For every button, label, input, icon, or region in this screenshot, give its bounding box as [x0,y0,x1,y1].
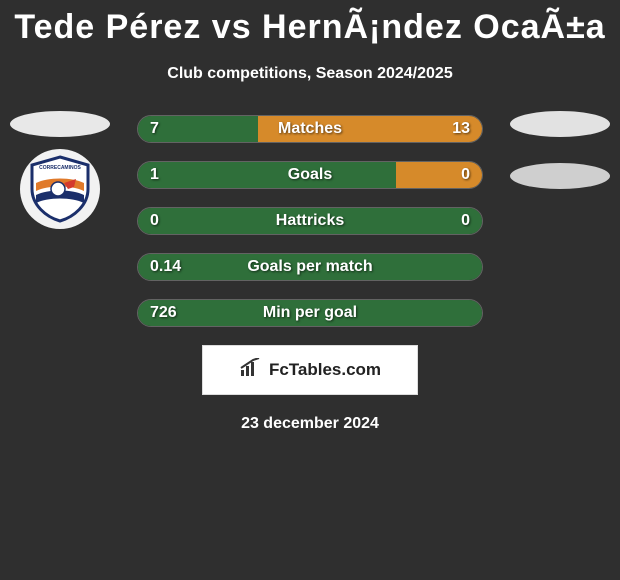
bar-value-left: 1 [150,166,159,184]
left-team-badge: CORRECAMINOS [20,149,100,229]
stat-bar: 0 Hattricks 0 [137,207,483,235]
stat-bar: 7 Matches 13 [137,115,483,143]
stat-bars: 7 Matches 13 1 Goals 0 0 Hattricks 0 0.14 Goals pe… [137,115,483,327]
infographic-container: Tede Pérez vs HernÃ¡ndez OcaÃ±a Club com… [0,0,620,580]
right-oval-placeholder-2 [510,163,610,189]
bar-value-left: 0.14 [150,258,181,276]
chart-icon [239,358,263,383]
bar-label: Goals [288,166,332,184]
bar-value-left: 0 [150,212,159,230]
subtitle: Club competitions, Season 2024/2025 [0,65,620,83]
stats-area: CORRECAMINOS 7 Matches 13 1 Goals 0 0 Hattricks… [0,115,620,327]
bar-value-right: 0 [461,212,470,230]
right-oval-placeholder-1 [510,111,610,137]
bar-label: Goals per match [247,258,372,276]
badge-top-text: CORRECAMINOS [39,165,81,171]
left-oval-placeholder [10,111,110,137]
attribution-text: FcTables.com [269,360,381,380]
stat-bar: 0.14 Goals per match [137,253,483,281]
date-line: 23 december 2024 [0,415,620,433]
attribution-box: FcTables.com [202,345,418,395]
stat-bar: 726 Min per goal [137,299,483,327]
bar-label: Min per goal [263,304,357,322]
stat-bar: 1 Goals 0 [137,161,483,189]
bar-value-left: 726 [150,304,177,322]
shield-icon: CORRECAMINOS [24,153,96,225]
bar-value-right: 0 [461,166,470,184]
bar-label: Matches [278,120,342,138]
bar-value-left: 7 [150,120,159,138]
bar-fill-left [138,162,396,188]
right-badge-column [510,111,610,189]
bar-value-right: 13 [452,120,470,138]
left-badge-column: CORRECAMINOS [10,111,110,229]
page-title: Tede Pérez vs HernÃ¡ndez OcaÃ±a [0,0,620,47]
bar-label: Hattricks [276,212,344,230]
